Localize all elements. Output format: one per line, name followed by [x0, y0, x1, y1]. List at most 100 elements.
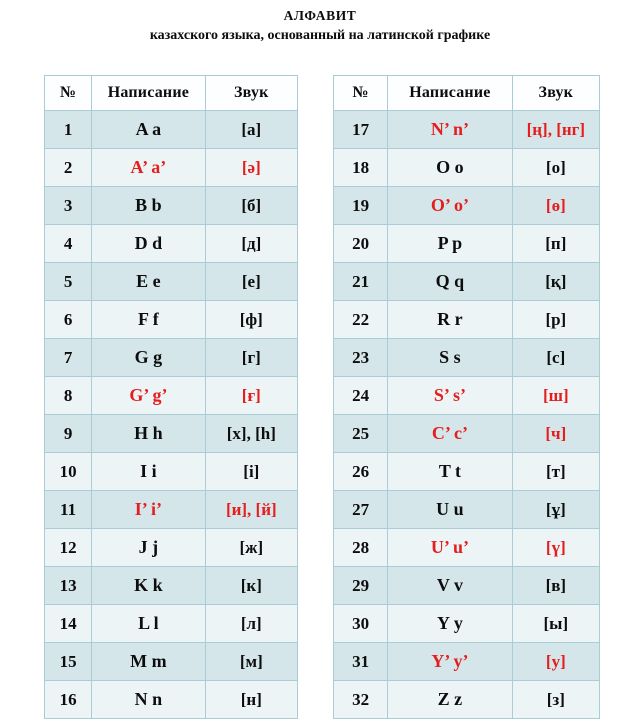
cell-num: 15 — [43, 642, 93, 681]
cell-sound: [ы] — [511, 604, 601, 643]
title-block: АЛФАВИТ казахского языка, основанный на … — [0, 0, 640, 46]
cell-spelling: L l — [91, 604, 206, 643]
cell-spelling: N’ n’ — [387, 110, 513, 149]
cell-sound: [о] — [511, 148, 601, 187]
cell-spelling: I i — [91, 452, 206, 491]
table-row: 22 R r [р] — [332, 300, 601, 339]
table-row: 28 U’ u’ [ү] — [332, 528, 601, 567]
cell-sound: [к] — [204, 566, 299, 605]
table-row: 13 K k [к] — [43, 566, 299, 605]
table-row: 29 V v [в] — [332, 566, 601, 605]
cell-spelling: A a — [91, 110, 206, 149]
cell-num: 24 — [332, 376, 389, 415]
table-row: 30 Y y [ы] — [332, 604, 601, 643]
table-row: 32 Z z [з] — [332, 680, 601, 719]
table-header-row: № Написание Звук — [332, 75, 601, 111]
table-row: 15 M m [м] — [43, 642, 299, 681]
column-header-sound: Звук — [204, 75, 299, 111]
table-row: 11 I’ i’ [и], [й] — [43, 490, 299, 529]
table-row: 19 O’ o’ [ө] — [332, 186, 601, 225]
cell-spelling: N n — [91, 680, 206, 719]
column-header-spelling: Написание — [387, 75, 513, 111]
cell-spelling: S s — [387, 338, 513, 377]
cell-num: 12 — [43, 528, 93, 567]
cell-num: 29 — [332, 566, 389, 605]
cell-num: 16 — [43, 680, 93, 719]
cell-sound: [ұ] — [511, 490, 601, 529]
table-row: 16 N n [н] — [43, 680, 299, 719]
table-row: 20 P p [п] — [332, 224, 601, 263]
cell-sound: [ш] — [511, 376, 601, 415]
cell-spelling: Y y — [387, 604, 513, 643]
table-row: 23 S s [с] — [332, 338, 601, 377]
cell-sound: [ж] — [204, 528, 299, 567]
cell-sound: [ғ] — [204, 376, 299, 415]
cell-sound: [м] — [204, 642, 299, 681]
cell-spelling: A’ a’ — [91, 148, 206, 187]
cell-spelling: U u — [387, 490, 513, 529]
cell-num: 9 — [43, 414, 93, 453]
cell-spelling: Y’ y’ — [387, 642, 513, 681]
table-row: 24 S’ s’ [ш] — [332, 376, 601, 415]
cell-sound: [х], [h] — [204, 414, 299, 453]
column-header-number: № — [332, 75, 389, 111]
cell-sound: [г] — [204, 338, 299, 377]
cell-sound: [д] — [204, 224, 299, 263]
cell-num: 27 — [332, 490, 389, 529]
cell-spelling: J j — [91, 528, 206, 567]
cell-num: 13 — [43, 566, 93, 605]
cell-num: 19 — [332, 186, 389, 225]
cell-num: 22 — [332, 300, 389, 339]
cell-spelling: V v — [387, 566, 513, 605]
cell-num: 3 — [43, 186, 93, 225]
cell-spelling: Q q — [387, 262, 513, 301]
cell-sound: [п] — [511, 224, 601, 263]
cell-spelling: D d — [91, 224, 206, 263]
table-row: 25 C’ c’ [ч] — [332, 414, 601, 453]
cell-spelling: F f — [91, 300, 206, 339]
cell-num: 2 — [43, 148, 93, 187]
cell-num: 1 — [43, 110, 93, 149]
cell-sound: [и], [й] — [204, 490, 299, 529]
cell-num: 30 — [332, 604, 389, 643]
cell-sound: [е] — [204, 262, 299, 301]
cell-spelling: G’ g’ — [91, 376, 206, 415]
cell-sound: [н] — [204, 680, 299, 719]
cell-spelling: I’ i’ — [91, 490, 206, 529]
cell-num: 28 — [332, 528, 389, 567]
page-subtitle: казахского языка, основанный на латинско… — [149, 27, 491, 43]
cell-sound: [л] — [204, 604, 299, 643]
column-header-spelling: Написание — [91, 75, 206, 111]
cell-spelling: H h — [91, 414, 206, 453]
cell-sound: [ү] — [511, 528, 601, 567]
column-header-sound: Звук — [511, 75, 601, 111]
cell-sound: [у] — [511, 642, 601, 681]
cell-num: 18 — [332, 148, 389, 187]
cell-spelling: E e — [91, 262, 206, 301]
cell-num: 17 — [332, 110, 389, 149]
cell-num: 20 — [332, 224, 389, 263]
cell-spelling: O’ o’ — [387, 186, 513, 225]
cell-spelling: M m — [91, 642, 206, 681]
table-row: 10 I i [і] — [43, 452, 299, 491]
table-row: 27 U u [ұ] — [332, 490, 601, 529]
table-row: 18 O o [о] — [332, 148, 601, 187]
cell-spelling: K k — [91, 566, 206, 605]
cell-num: 32 — [332, 680, 389, 719]
cell-num: 10 — [43, 452, 93, 491]
cell-sound: [ч] — [511, 414, 601, 453]
table-row: 12 J j [ж] — [43, 528, 299, 567]
cell-sound: [ә] — [204, 148, 299, 187]
cell-num: 6 — [43, 300, 93, 339]
alphabet-table-right: № Написание Звук 17 N’ n’ [ң], [нг] 18 O o [о… — [332, 75, 601, 719]
cell-num: 4 — [43, 224, 93, 263]
column-header-number: № — [43, 75, 93, 111]
cell-num: 31 — [332, 642, 389, 681]
